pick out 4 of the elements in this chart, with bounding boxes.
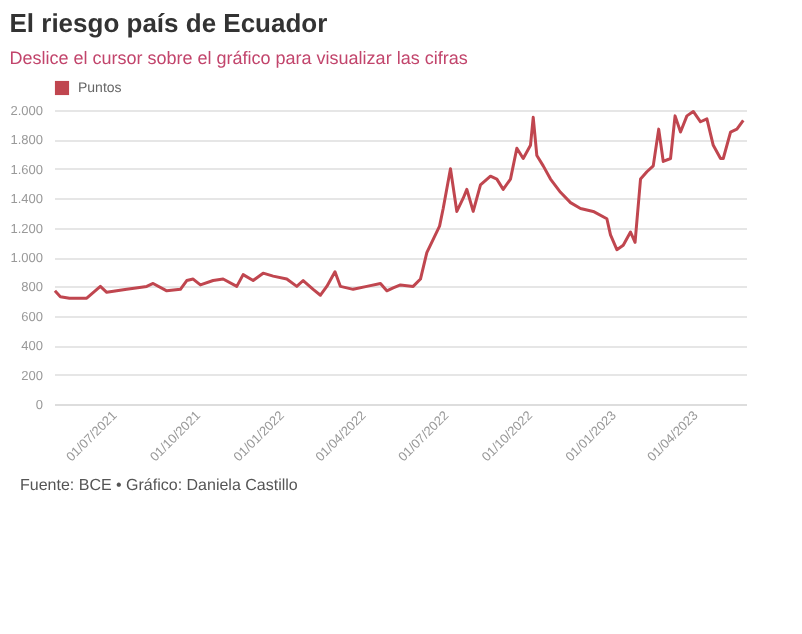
source-note: Fuente: BCE • Gráfico: Daniela Castillo [20,476,300,494]
chart-subtitle: Deslice el cursor sobre el gráfico para visualizar las cifras [9,48,469,68]
chart-title: El riesgo país de Ecuador [9,8,328,38]
line-series [53,109,745,300]
